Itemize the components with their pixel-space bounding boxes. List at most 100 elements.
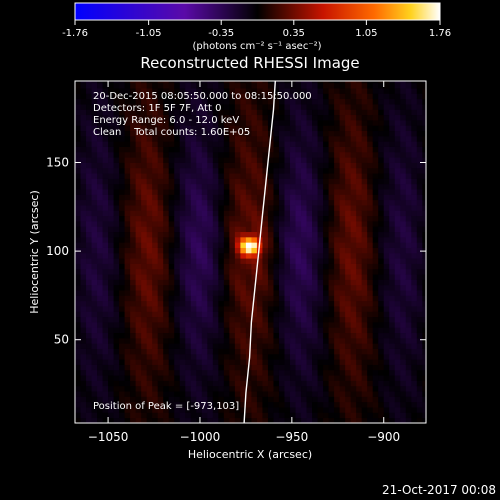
- heatmap-cell: [168, 81, 175, 84]
- heatmap-cell: [91, 369, 98, 376]
- heatmap-cell: [350, 268, 357, 275]
- heatmap-cell: [273, 311, 280, 318]
- heatmap-cell: [367, 135, 374, 142]
- heatmap-cell: [91, 284, 98, 291]
- heatmap-cell: [113, 135, 120, 142]
- heatmap-cell: [422, 316, 426, 323]
- heatmap-cell: [86, 332, 92, 339]
- heatmap-cell: [124, 119, 131, 126]
- heatmap-cell: [422, 391, 426, 397]
- heatmap-cell: [267, 306, 274, 312]
- heatmap-cell: [422, 396, 426, 403]
- heatmap-cell: [179, 311, 186, 318]
- heatmap-cell: [356, 300, 363, 307]
- heatmap-cell: [389, 284, 396, 291]
- heatmap-cell: [422, 321, 426, 328]
- heatmap-cell: [295, 119, 302, 126]
- heatmap-cell: [267, 268, 274, 275]
- heatmap-cell: [102, 327, 109, 334]
- heatmap-cell: [290, 417, 296, 423]
- heatmap-cell: [323, 396, 329, 403]
- heatmap-cell: [295, 135, 302, 142]
- heatmap-cell: [229, 412, 236, 419]
- heatmap-cell: [334, 81, 341, 84]
- heatmap-cell: [317, 364, 324, 371]
- heatmap-cell: [350, 353, 357, 360]
- heatmap-cell: [328, 343, 335, 349]
- heatmap-cell: [201, 167, 208, 174]
- heatmap-cell: [323, 199, 329, 206]
- heatmap-cell: [212, 391, 219, 397]
- heatmap-cell: [75, 151, 81, 158]
- heatmap-cell: [234, 279, 241, 286]
- heatmap-cell: [91, 242, 98, 248]
- heatmap-cell: [218, 417, 225, 423]
- heatmap-cell: [179, 178, 186, 185]
- heatmap-cell: [273, 337, 280, 344]
- heatmap-cell: [328, 189, 335, 195]
- heatmap-cell: [130, 82, 137, 89]
- heatmap-cell: [135, 337, 142, 344]
- heatmap-cell: [394, 157, 401, 163]
- heatmap-cell: [328, 306, 335, 312]
- heatmap-cell: [163, 157, 170, 163]
- heatmap-cell: [306, 300, 313, 307]
- heatmap-cell: [102, 173, 109, 179]
- heatmap-cell: [130, 279, 137, 286]
- heatmap-cell: [190, 385, 197, 392]
- heatmap-cell: [245, 125, 252, 132]
- heatmap-cell: [245, 119, 252, 126]
- heatmap-cell: [251, 236, 258, 243]
- heatmap-cell: [234, 88, 241, 94]
- heatmap-cell: [345, 157, 352, 163]
- heatmap-cell: [295, 88, 302, 94]
- heatmap-cell: [317, 407, 324, 413]
- heatmap-cell: [306, 321, 313, 328]
- heatmap-cell: [130, 210, 137, 217]
- heatmap-cell: [135, 157, 142, 163]
- heatmap-cell: [389, 258, 396, 264]
- heatmap-cell: [262, 93, 269, 100]
- heatmap-cell: [256, 268, 263, 275]
- heatmap-cell: [245, 231, 252, 238]
- heatmap-cell: [201, 353, 208, 360]
- heatmap-cell: [378, 306, 385, 312]
- heatmap-cell: [389, 194, 396, 201]
- heatmap-cell: [113, 316, 120, 323]
- heatmap-cell: [113, 119, 120, 126]
- heatmap-cell: [284, 337, 291, 344]
- heatmap-cell: [152, 343, 159, 349]
- heatmap-cell: [378, 321, 385, 328]
- heatmap-cell: [245, 290, 252, 296]
- heatmap-cell: [416, 98, 423, 105]
- heatmap-cell: [284, 252, 291, 259]
- heatmap-cell: [372, 252, 379, 259]
- heatmap-cell: [295, 401, 302, 408]
- heatmap-cell: [240, 327, 247, 334]
- heatmap-cell: [240, 189, 247, 195]
- heatmap-cell: [185, 119, 192, 126]
- heatmap-cell: [394, 306, 401, 312]
- heatmap-cell: [411, 173, 418, 179]
- heatmap-cell: [317, 380, 324, 387]
- heatmap-cell: [301, 231, 307, 238]
- heatmap-cell: [389, 236, 396, 243]
- heatmap-cell: [146, 215, 153, 222]
- heatmap-cell: [179, 146, 186, 153]
- heatmap-cell: [411, 247, 418, 254]
- heatmap-cell: [267, 162, 274, 169]
- heatmap-cell: [267, 151, 274, 158]
- heatmap-cell: [141, 82, 148, 89]
- heatmap-cell: [317, 263, 324, 270]
- heatmap-cell: [339, 130, 346, 137]
- heatmap-cell: [323, 407, 329, 413]
- heatmap-cell: [251, 369, 258, 376]
- heatmap-cell: [168, 353, 175, 360]
- heatmap-cell: [212, 98, 219, 105]
- heatmap-cell: [251, 167, 258, 174]
- heatmap-cell: [361, 109, 368, 116]
- heatmap-cell: [91, 146, 98, 153]
- heatmap-cell: [284, 119, 291, 126]
- heatmap-cell: [157, 258, 164, 264]
- heatmap-cell: [394, 343, 401, 349]
